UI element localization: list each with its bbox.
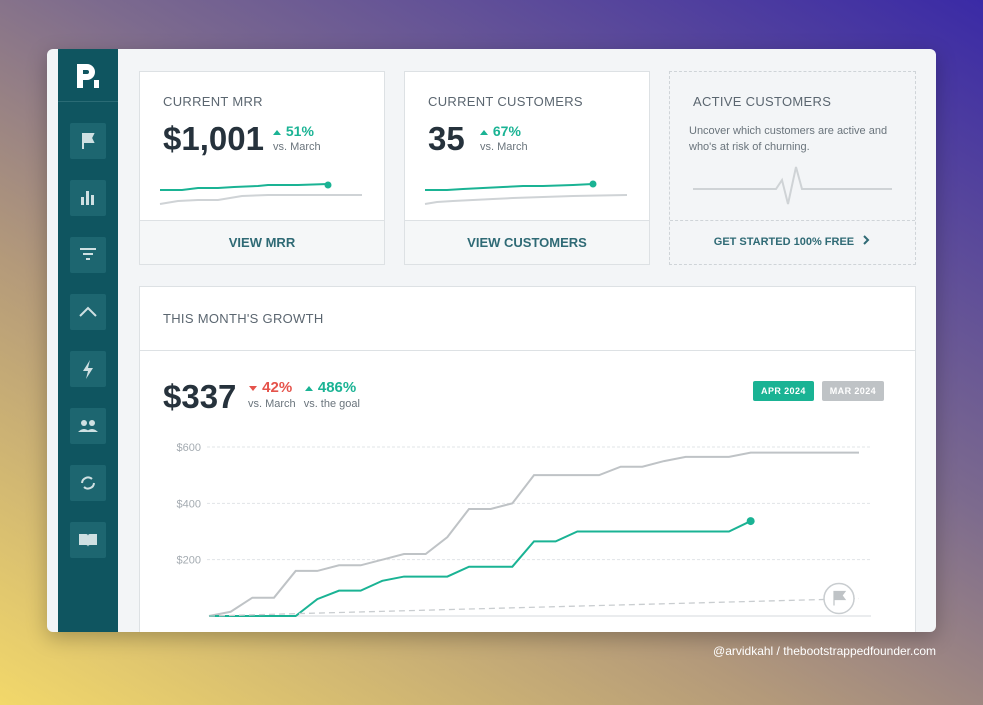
sparkline (424, 180, 628, 205)
panel-divider (140, 350, 915, 351)
nav-people[interactable] (70, 408, 106, 444)
change-value: 67% (492, 123, 521, 139)
change-arrow (249, 386, 257, 391)
nav-trend[interactable] (70, 294, 106, 330)
logo[interactable] (74, 62, 102, 90)
nav-docs[interactable] (70, 522, 106, 558)
y-tick-label: $200 (177, 555, 201, 567)
customers-card: CURRENT CUSTOMERS 35 67% vs. March VIEW … (404, 71, 650, 265)
card-title: CURRENT MRR (163, 94, 263, 109)
goal-flag-icon (833, 590, 847, 606)
promo-description: Uncover which customers are active and w… (689, 125, 888, 153)
growth-change: 486% vs. the goal (304, 379, 360, 410)
growth-value: $337 (163, 378, 237, 415)
card-comparison: vs. March (480, 141, 528, 153)
sparkline (159, 181, 362, 205)
sidebar-divider (58, 101, 118, 102)
y-tick-label: $600 (177, 442, 201, 454)
growth-chart: $200 $400 $600 (177, 442, 871, 617)
change-arrow (273, 130, 281, 135)
change-label: vs. March (248, 398, 296, 410)
card-value: 35 (428, 120, 465, 157)
card-value: $1,001 (163, 120, 264, 157)
growth-change: 42% vs. March (248, 379, 296, 410)
view-mrr-link[interactable]: VIEW MRR (140, 220, 384, 264)
card-comparison: vs. March (273, 141, 321, 153)
promo-card: ACTIVE CUSTOMERS Uncover which customers… (669, 71, 916, 265)
change-value: 51% (285, 123, 314, 139)
link-text: GET STARTED 100% FREE (713, 236, 855, 248)
view-customers-link[interactable]: VIEW CUSTOMERS (405, 220, 649, 264)
change-row: 42% (248, 379, 296, 396)
change-arrow (304, 386, 313, 391)
nav-bolt[interactable] (70, 351, 106, 387)
series-line (209, 520, 752, 617)
credit: @arvidkahl / thebootstrappedfounder.com (713, 644, 936, 658)
change-value: 42% (262, 379, 293, 396)
card-change: 67% (479, 123, 521, 139)
change-value: 486% (317, 379, 357, 396)
panel-title: THIS MONTH'S GROWTH (163, 311, 324, 326)
nav-flag[interactable] (70, 123, 106, 159)
nav-reports[interactable] (70, 180, 106, 216)
promo-title: ACTIVE CUSTOMERS (693, 94, 832, 109)
growth-panel: THIS MONTH'S GROWTH $337 42% vs. March 48… (139, 286, 916, 632)
change-arrow (480, 130, 488, 135)
growth-changes: 42% vs. March 486% vs. the goal (248, 379, 360, 410)
card-title: CURRENT CUSTOMERS (428, 94, 583, 109)
legend-badge: APR 2024 (753, 381, 814, 401)
series-line (208, 451, 859, 617)
legend: APR 2024 MAR 2024 (745, 381, 884, 401)
heartbeat-line (693, 166, 892, 205)
chevron (863, 235, 870, 245)
nav-sync[interactable] (70, 465, 106, 501)
card-change: 51% (272, 123, 314, 139)
y-tick-label: $400 (177, 498, 201, 510)
get-started-link[interactable]: GET STARTED 100% FREE (670, 220, 915, 264)
end-point (746, 517, 755, 526)
series-line (208, 597, 860, 617)
legend-badge: MAR 2024 (821, 381, 884, 401)
change-row: 486% (304, 379, 360, 396)
nav-filter[interactable] (70, 237, 106, 273)
change-label: vs. the goal (303, 398, 360, 410)
sidebar (58, 49, 118, 632)
app-window: CURRENT MRR $1,001 51% vs. March VIEW MR… (47, 49, 936, 632)
mrr-card: CURRENT MRR $1,001 51% vs. March VIEW MR… (139, 71, 385, 265)
